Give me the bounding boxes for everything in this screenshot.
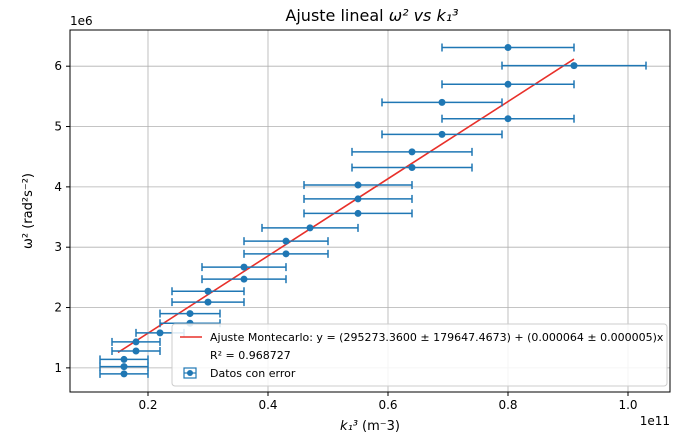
data-point [441, 80, 575, 89]
data-point [171, 287, 245, 296]
data-marker [282, 237, 290, 245]
data-point [201, 263, 287, 272]
x-tick-label: 0.2 [138, 398, 157, 412]
y-tick-label: 3 [54, 240, 62, 254]
data-point [441, 43, 575, 52]
data-point [171, 298, 245, 307]
x-axis-label-unit: (m⁻3) [362, 419, 400, 434]
data-point [303, 194, 413, 203]
legend-entry: Ajuste Montecarlo: y = (295273.3600 ± 17… [180, 331, 664, 344]
data-points-layer [99, 43, 647, 378]
x-tick-label: 0.4 [258, 398, 277, 412]
legend-swatch-marker [187, 370, 193, 376]
data-marker [438, 98, 446, 106]
data-marker [504, 115, 512, 123]
data-marker [282, 250, 290, 258]
y-axis-label: ω² (rad²s⁻²) [21, 173, 36, 249]
data-marker [354, 209, 362, 217]
data-marker [240, 275, 248, 283]
data-point [201, 275, 287, 284]
data-point [243, 237, 329, 246]
legend-label: R² = 0.968727 [210, 349, 291, 362]
y-tick-label: 2 [54, 301, 62, 315]
data-marker [132, 347, 140, 355]
chart-title-math: ω² vs k₁³ [389, 6, 459, 25]
fit-line [117, 58, 575, 354]
x-tick-label: 0.8 [498, 398, 517, 412]
data-point [261, 223, 359, 232]
data-marker [156, 329, 164, 337]
legend-entry: Datos con error [183, 367, 296, 380]
x-axis-label: k₁³ (m⁻3) [340, 419, 400, 434]
data-point [351, 147, 473, 156]
data-marker [306, 224, 314, 232]
fit-layer [117, 58, 575, 354]
data-point [99, 362, 149, 371]
data-point [99, 369, 149, 378]
y-tick-label: 5 [54, 120, 62, 134]
data-point [381, 98, 503, 107]
plot-area-frame [69, 29, 671, 393]
legend-entry: R² = 0.968727 [210, 349, 291, 362]
legend-label: Ajuste Montecarlo: y = (295273.3600 ± 17… [210, 331, 664, 344]
data-point [159, 309, 221, 318]
data-marker [504, 80, 512, 88]
data-marker [354, 181, 362, 189]
axis-ticks: 0.2 0.4 0.6 0.8 1.0 1 2 3 4 5 6 [54, 59, 637, 412]
y-tick-label: 6 [54, 59, 62, 73]
data-point [111, 337, 161, 346]
y-tick-label: 1 [54, 361, 62, 375]
data-marker [408, 148, 416, 156]
legend: Ajuste Montecarlo: y = (295273.3600 ± 17… [171, 323, 668, 387]
data-marker [120, 363, 128, 371]
x-offset-text: 1e11 [640, 414, 670, 428]
data-marker [186, 310, 194, 318]
data-marker [204, 287, 212, 295]
chart-title-main: Ajuste lineal [285, 6, 388, 25]
data-marker [132, 338, 140, 346]
data-point [303, 209, 413, 218]
y-tick-label: 4 [54, 180, 62, 194]
data-marker [570, 62, 578, 70]
x-tick-label: 0.6 [378, 398, 397, 412]
data-marker [120, 370, 128, 378]
data-point [111, 346, 161, 355]
data-marker [120, 355, 128, 363]
chart-title: Ajuste lineal ω² vs k₁³ [285, 6, 458, 25]
x-tick-label: 1.0 [618, 398, 637, 412]
data-marker [240, 263, 248, 271]
data-marker [504, 43, 512, 51]
data-marker [408, 164, 416, 172]
data-point [351, 163, 473, 172]
data-point [441, 114, 575, 123]
data-point [381, 130, 503, 139]
data-marker [354, 195, 362, 203]
data-marker [204, 298, 212, 306]
data-point [303, 181, 413, 190]
x-axis-label-math: k₁³ [340, 419, 358, 434]
data-marker [438, 130, 446, 138]
data-point [501, 61, 647, 70]
y-offset-text: 1e6 [70, 14, 93, 28]
legend-box [171, 323, 668, 387]
data-point [243, 249, 329, 258]
data-point [99, 355, 149, 364]
legend-label: Datos con error [210, 367, 296, 380]
